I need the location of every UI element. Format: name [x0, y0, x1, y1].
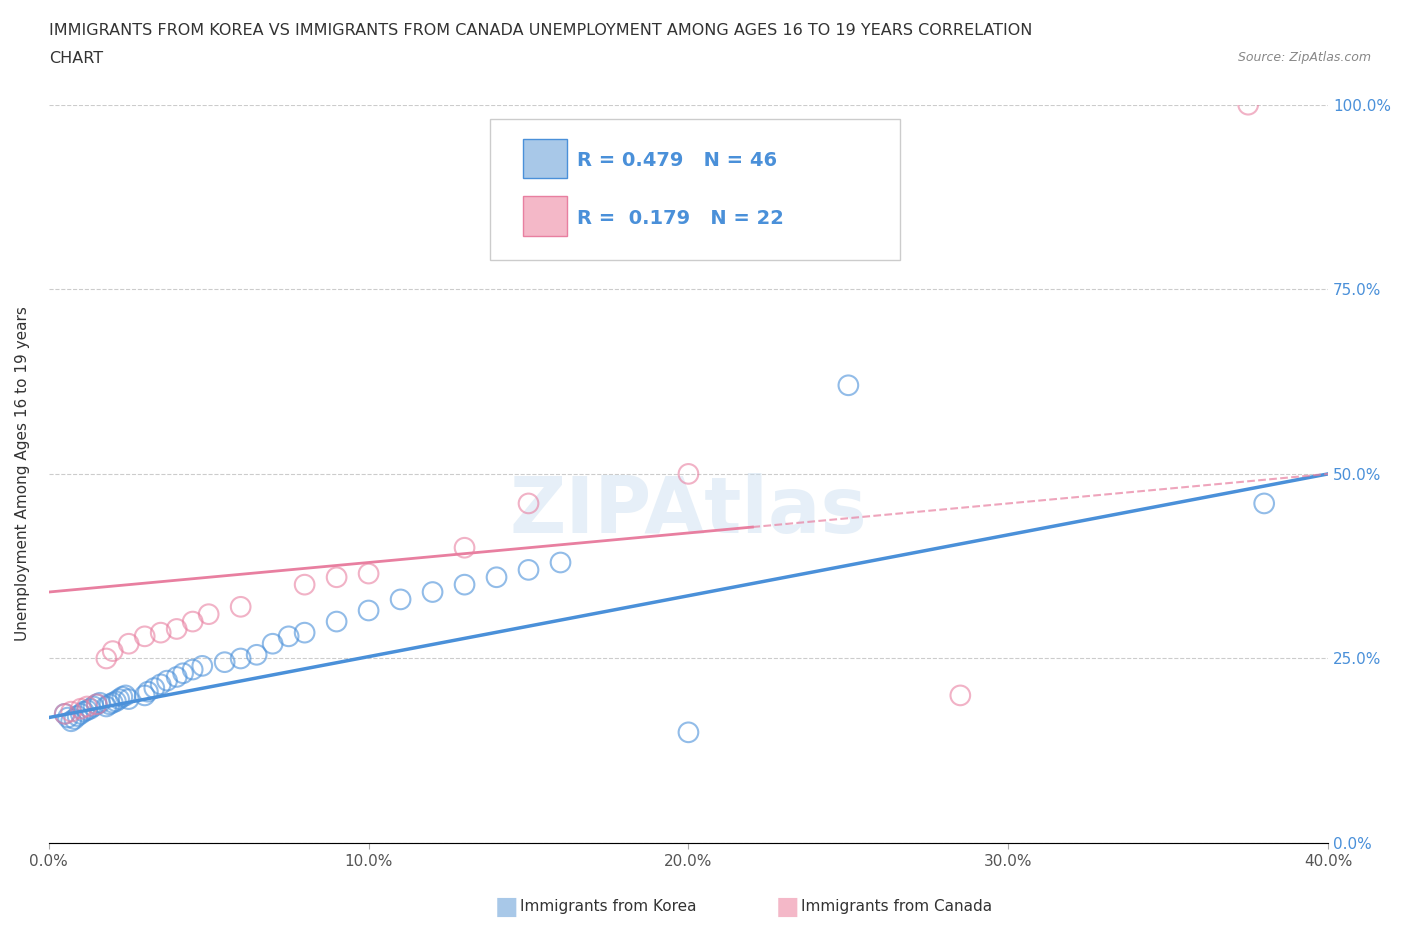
Point	[60, 714, 83, 729]
Point	[325, 614, 347, 629]
Point	[76, 699, 98, 714]
Text: ZIPAtlas: ZIPAtlas	[509, 472, 868, 549]
Point	[104, 694, 127, 709]
Point	[69, 701, 91, 716]
Point	[166, 621, 188, 636]
Point	[550, 555, 572, 570]
Point	[96, 651, 118, 666]
Point	[73, 704, 96, 719]
Point	[89, 696, 111, 711]
Point	[108, 692, 131, 707]
Point	[149, 677, 172, 692]
Point	[134, 629, 156, 644]
Point	[134, 688, 156, 703]
Point	[1253, 496, 1275, 511]
Point	[149, 625, 172, 640]
Point	[156, 673, 179, 688]
Point	[53, 707, 76, 722]
Text: R = 0.479   N = 46: R = 0.479 N = 46	[576, 152, 778, 170]
Point	[98, 697, 121, 711]
Point	[114, 688, 136, 703]
Point	[294, 625, 316, 640]
Point	[143, 681, 166, 696]
Point	[56, 711, 79, 725]
Point	[86, 697, 108, 711]
Point	[325, 570, 347, 585]
Point	[172, 666, 194, 681]
FancyBboxPatch shape	[491, 119, 900, 259]
Point	[453, 578, 475, 592]
Point	[389, 592, 412, 607]
Point	[229, 651, 252, 666]
Point	[83, 699, 105, 714]
Point	[678, 724, 700, 739]
Point	[96, 699, 118, 714]
Text: CHART: CHART	[49, 51, 103, 66]
Point	[294, 578, 316, 592]
Point	[69, 707, 91, 722]
Text: Source: ZipAtlas.com: Source: ZipAtlas.com	[1237, 51, 1371, 64]
Text: Immigrants from Korea: Immigrants from Korea	[520, 899, 697, 914]
Point	[166, 670, 188, 684]
Point	[453, 540, 475, 555]
Point	[214, 655, 236, 670]
Text: Immigrants from Canada: Immigrants from Canada	[801, 899, 993, 914]
Point	[181, 662, 204, 677]
Point	[79, 701, 101, 716]
Point	[949, 688, 972, 703]
Point	[136, 684, 159, 699]
Text: R =  0.179   N = 22: R = 0.179 N = 22	[576, 209, 785, 228]
Y-axis label: Unemployment Among Ages 16 to 19 years: Unemployment Among Ages 16 to 19 years	[15, 307, 30, 642]
Text: ■: ■	[495, 895, 517, 919]
Point	[229, 599, 252, 614]
Text: IMMIGRANTS FROM KOREA VS IMMIGRANTS FROM CANADA UNEMPLOYMENT AMONG AGES 16 TO 19: IMMIGRANTS FROM KOREA VS IMMIGRANTS FROM…	[49, 23, 1032, 38]
Point	[485, 570, 508, 585]
Point	[101, 644, 124, 658]
Point	[101, 696, 124, 711]
FancyBboxPatch shape	[523, 139, 567, 179]
Point	[357, 566, 380, 581]
Point	[277, 629, 299, 644]
Point	[118, 692, 141, 707]
Point	[197, 606, 219, 621]
Point	[262, 636, 284, 651]
Point	[181, 614, 204, 629]
Point	[517, 496, 540, 511]
Point	[60, 704, 83, 719]
Point	[246, 647, 269, 662]
Point	[76, 703, 98, 718]
Point	[191, 658, 214, 673]
Point	[357, 603, 380, 618]
Point	[118, 636, 141, 651]
Point	[63, 711, 86, 726]
Point	[678, 467, 700, 482]
FancyBboxPatch shape	[523, 196, 567, 236]
Point	[1237, 98, 1260, 113]
Point	[111, 689, 134, 704]
Point	[66, 709, 89, 724]
Point	[86, 697, 108, 711]
Point	[422, 585, 444, 600]
Text: ■: ■	[776, 895, 799, 919]
Point	[837, 378, 859, 392]
Point	[53, 707, 76, 722]
Point	[517, 563, 540, 578]
